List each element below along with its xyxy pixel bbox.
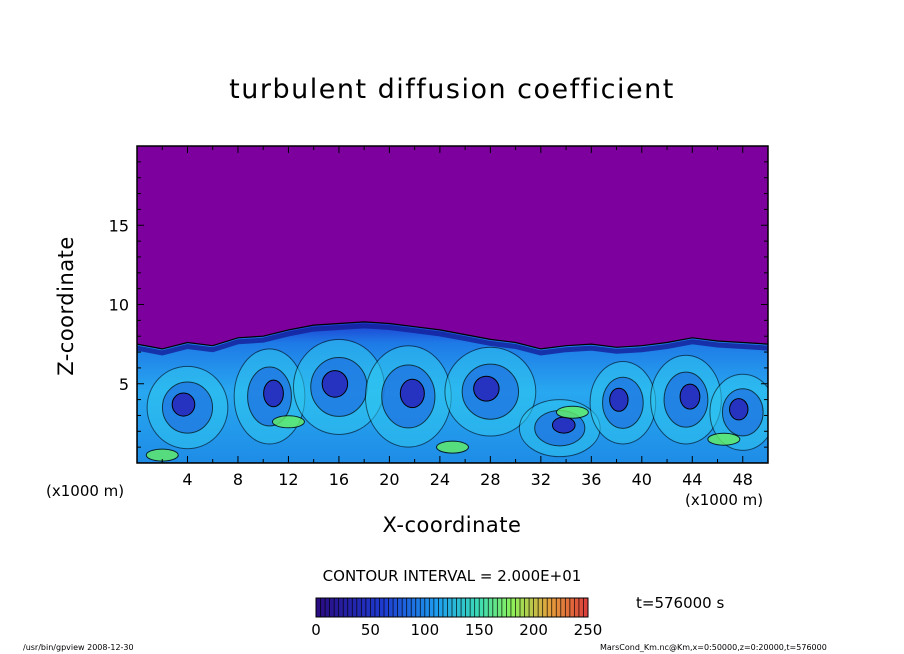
eddy-cell — [146, 365, 229, 450]
high-diffusion-streak — [555, 405, 589, 419]
colorbar-tick-label: 0 — [311, 621, 321, 639]
eddy-cell — [589, 361, 657, 445]
x-unit-label-right: (x1000 m) — [685, 491, 764, 509]
colorbar-tick-label: 100 — [410, 621, 440, 639]
contour-interval-label: CONTOUR INTERVAL = 2.000E+01 — [322, 567, 582, 585]
high-diffusion-streak — [271, 415, 305, 429]
high-diffusion-streak — [707, 432, 741, 446]
x-tick-label: 16 — [329, 470, 349, 489]
eddy-cell — [444, 346, 537, 437]
time-label: t=576000 s — [636, 594, 725, 612]
x-tick-label: 4 — [182, 470, 192, 489]
x-tick-label: 28 — [480, 470, 500, 489]
eddy-cell — [709, 373, 768, 451]
y-tick-label: 15 — [109, 216, 129, 235]
x-axis-label: X-coordinate — [382, 513, 522, 537]
colorbar-tick-label: 250 — [573, 621, 603, 639]
x-unit-label-left: (x1000 m) — [46, 482, 125, 500]
colorbar-tick-label: 150 — [464, 621, 494, 639]
eddy-cell — [364, 345, 452, 448]
x-tick-label: 32 — [531, 470, 551, 489]
inversion-layer — [137, 323, 768, 356]
x-tick-label: 36 — [581, 470, 601, 489]
y-tick-label: 10 — [109, 296, 129, 315]
colorbar-tick-label: 50 — [360, 621, 380, 639]
footer-source: MarsCond_Km.nc@Km,x=0:50000,z=0:20000,t=… — [600, 643, 827, 652]
footer-command: /usr/bin/gpview 2008-12-30 — [23, 643, 134, 652]
chart-title: turbulent diffusion coefficient — [229, 74, 675, 105]
x-tick-label: 8 — [233, 470, 243, 489]
colorbar-tick-label: 200 — [519, 621, 548, 639]
eddy-cell — [292, 338, 385, 435]
x-tick-label: 20 — [379, 470, 399, 489]
x-tick-label: 44 — [682, 470, 702, 489]
eddy-cell — [650, 354, 722, 445]
eddy-cell — [233, 348, 306, 445]
x-tick-label: 40 — [632, 470, 652, 489]
x-tick-label: 24 — [430, 470, 450, 489]
x-tick-label: 48 — [733, 470, 753, 489]
y-axis-label: Z-coordinate — [54, 236, 78, 376]
high-diffusion-streak — [436, 440, 469, 454]
x-tick-label: 12 — [278, 470, 298, 489]
y-tick-label: 5 — [119, 375, 129, 394]
